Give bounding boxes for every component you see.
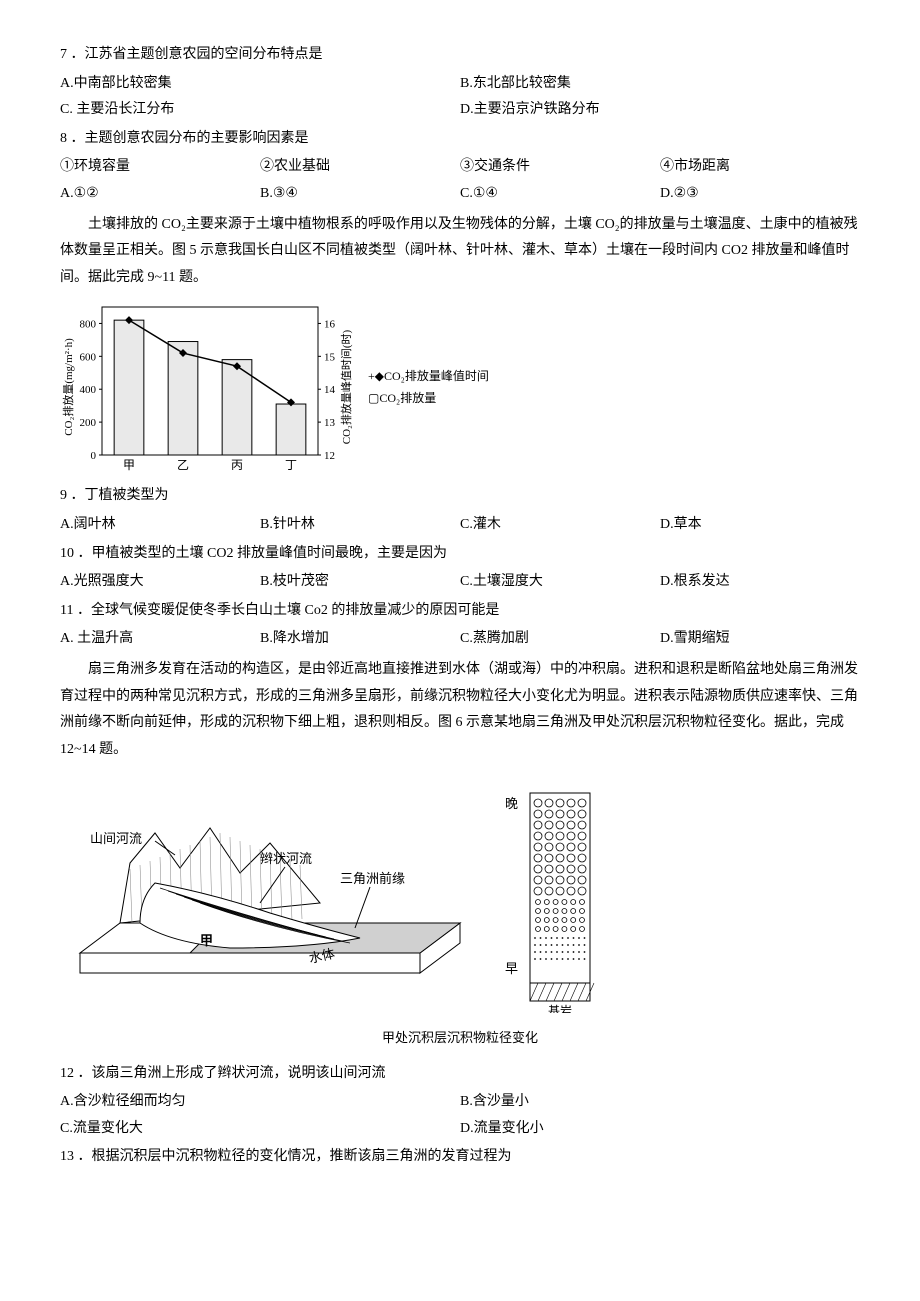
q8-opts: A.①② B.③④ C.①④ D.②③ — [60, 181, 860, 208]
q12-optB: B.含沙量小 — [460, 1089, 860, 1116]
q11-optA: A. 土温升高 — [60, 626, 260, 653]
svg-text:200: 200 — [80, 417, 97, 429]
q11-stem: 11 ．全球气候变暖促使冬季长白山土壤 Co2 的排放量减少的原因可能是 — [60, 598, 860, 625]
q9-stem: 9 ．丁植被类型为 — [60, 483, 860, 510]
svg-text:800: 800 — [80, 319, 97, 331]
q7-optD: D.主要沿京沪铁路分布 — [460, 97, 860, 124]
svg-text:早: 早 — [505, 961, 518, 976]
q8-c3: ③交通条件 — [460, 154, 660, 181]
q9-optA: A.阔叶林 — [60, 512, 260, 539]
svg-text:丁: 丁 — [285, 458, 297, 472]
q12-optA: A.含沙粒径细而均匀 — [60, 1089, 460, 1116]
q7-optA: A.中南部比较密集 — [60, 71, 460, 98]
q11-optC: C.蒸腾加剧 — [460, 626, 660, 653]
q7-stem: 7 ．江苏省主题创意农园的空间分布特点是 — [60, 42, 860, 69]
svg-text:0: 0 — [91, 450, 97, 462]
q7-optC: C. 主要沿长江分布 — [60, 97, 460, 124]
q8-choices: ①环境容量 ②农业基础 ③交通条件 ④市场距离 — [60, 154, 860, 181]
q8-c4: ④市场距离 — [660, 154, 860, 181]
svg-text:晚: 晚 — [505, 796, 518, 811]
q9-optC: C.灌木 — [460, 512, 660, 539]
legend-bar: ▢CO₂排放量 — [368, 387, 489, 410]
q8-optA: A.①② — [60, 181, 260, 208]
svg-text:山间河流: 山间河流 — [90, 831, 142, 846]
q8-optB: B.③④ — [260, 181, 460, 208]
passage-1: 土壤排放的 CO₂主要来源于土壤中植物根系的呼吸作用以及生物残体的分解，土壤 C… — [60, 212, 860, 292]
q7-row2: C. 主要沿长江分布 D.主要沿京沪铁路分布 — [60, 97, 860, 124]
svg-text:基岩: 基岩 — [548, 1003, 572, 1013]
q9-optD: D.草本 — [660, 512, 860, 539]
q10-optD: D.根系发达 — [660, 569, 860, 596]
q8-optC: C.①④ — [460, 181, 660, 208]
q12-stem: 12 ．该扇三角洲上形成了辫状河流，说明该山间河流 — [60, 1061, 860, 1088]
q8-stem: 8 ．主题创意农园分布的主要影响因素是 — [60, 126, 860, 153]
svg-text:14: 14 — [324, 385, 336, 397]
svg-text:400: 400 — [80, 385, 97, 397]
svg-text:CO₂排放量(mg/m²·h): CO₂排放量(mg/m²·h) — [61, 338, 75, 436]
q8-optD: D.②③ — [660, 181, 860, 208]
figure-5: 0 200 400 600 800 12 13 14 15 16 甲 乙 丙 丁 CO₂排放量(mg/m²·… — [60, 297, 860, 477]
q11-opts: A. 土温升高 B.降水增加 C.蒸腾加剧 D.雪期缩短 — [60, 626, 860, 653]
chart5-svg: 0 200 400 600 800 12 13 14 15 16 甲 乙 丙 丁 CO₂排放量(mg/m²·… — [60, 297, 360, 477]
svg-text:丙: 丙 — [231, 458, 243, 472]
q8-c2: ②农业基础 — [260, 154, 460, 181]
q9-opts: A.阔叶林 B.针叶林 C.灌木 D.草本 — [60, 512, 860, 539]
figure-6: 山间河流辫状河流三角洲前缘甲水体晚早基岩 甲处沉积层沉积物粒径变化 — [60, 773, 860, 1050]
fig6-caption: 甲处沉积层沉积物粒径变化 — [60, 1026, 860, 1051]
svg-text:15: 15 — [324, 352, 336, 364]
q11-optD: D.雪期缩短 — [660, 626, 860, 653]
passage-2: 扇三角洲多发育在活动的构造区，是由邻近高地直接推进到水体（湖或海）中的冲积扇。进… — [60, 657, 860, 763]
q12-row2: C.流量变化大 D.流量变化小 — [60, 1116, 860, 1143]
q10-optA: A.光照强度大 — [60, 569, 260, 596]
q8-c1: ①环境容量 — [60, 154, 260, 181]
q12-optD: D.流量变化小 — [460, 1116, 860, 1143]
q10-opts: A.光照强度大 B.枝叶茂密 C.土壤湿度大 D.根系发达 — [60, 569, 860, 596]
svg-text:12: 12 — [324, 450, 335, 462]
q9-optB: B.针叶林 — [260, 512, 460, 539]
svg-text:13: 13 — [324, 417, 336, 429]
svg-text:甲: 甲 — [123, 458, 135, 472]
q10-optB: B.枝叶茂密 — [260, 569, 460, 596]
svg-text:16: 16 — [324, 319, 336, 331]
fig6-svg: 山间河流辫状河流三角洲前缘甲水体晚早基岩 — [60, 773, 620, 1013]
svg-text:600: 600 — [80, 352, 97, 364]
q11-optB: B.降水增加 — [260, 626, 460, 653]
q10-stem: 10 ．甲植被类型的土壤 CO2 排放量峰值时间最晚，主要是因为 — [60, 541, 860, 568]
svg-text:辫状河流: 辫状河流 — [260, 851, 312, 866]
svg-text:甲: 甲 — [200, 933, 213, 948]
svg-text:乙: 乙 — [177, 458, 189, 472]
legend-line: +◆CO₂排放量峰值时间 — [368, 365, 489, 388]
q7-optB: B.东北部比较密集 — [460, 71, 860, 98]
q13-stem: 13 ．根据沉积层中沉积物粒径的变化情况，推断该扇三角洲的发育过程为 — [60, 1144, 860, 1171]
q12-row1: A.含沙粒径细而均匀 B.含沙量小 — [60, 1089, 860, 1116]
q7-row1: A.中南部比较密集 B.东北部比较密集 — [60, 71, 860, 98]
chart5-legend: +◆CO₂排放量峰值时间 ▢CO₂排放量 — [368, 365, 489, 411]
svg-text:CO₂排放量峰值时间(时): CO₂排放量峰值时间(时) — [339, 330, 353, 445]
q10-optC: C.土壤湿度大 — [460, 569, 660, 596]
svg-text:三角洲前缘: 三角洲前缘 — [340, 871, 405, 886]
q12-optC: C.流量变化大 — [60, 1116, 460, 1143]
